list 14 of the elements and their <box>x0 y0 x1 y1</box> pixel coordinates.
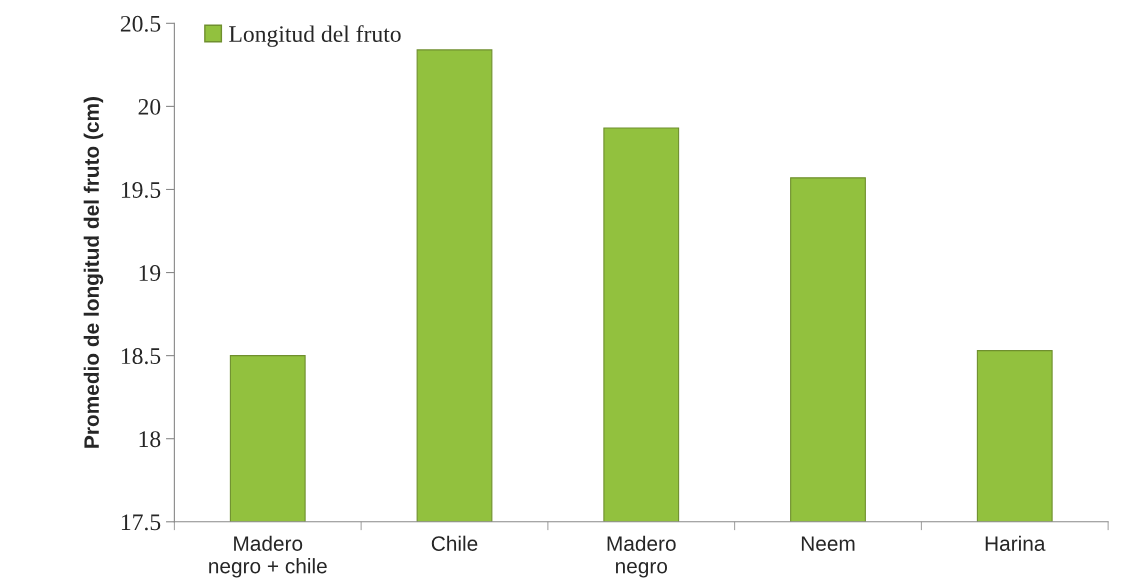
x-tick-label: Harina <box>985 535 1046 551</box>
x-tick-label: Neem <box>801 536 855 551</box>
y-tick-label: 17.5 <box>121 514 161 531</box>
x-tick-label: Madero negro <box>607 535 676 578</box>
x-tick-label: Chile <box>431 535 478 551</box>
y-tick-label: 19 <box>139 265 161 281</box>
legend-label: Longitud del fruto <box>229 25 401 47</box>
y-tick-label: 19.5 <box>121 182 161 198</box>
y-tick-label: 20 <box>138 98 161 115</box>
y-tick-label: 20.5 <box>120 15 161 32</box>
x-tick-label: Madero negro + chile <box>209 535 327 578</box>
y-tick-label: 18 <box>139 431 161 448</box>
y-tick-label: 18.5 <box>121 348 161 365</box>
y-axis-title: Promedio de longitud del fruto (cm) <box>83 97 104 448</box>
